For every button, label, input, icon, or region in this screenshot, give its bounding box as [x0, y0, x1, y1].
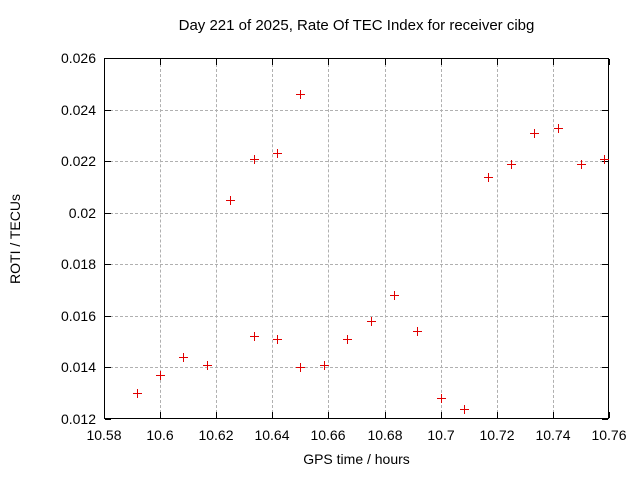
x-tick-mark [497, 412, 498, 418]
y-gridline [105, 367, 608, 368]
x-tick-mark [216, 412, 217, 418]
data-point-marker [437, 394, 446, 403]
x-gridline [160, 59, 161, 418]
x-tick-mark [328, 59, 329, 65]
x-tick-label: 10.64 [254, 427, 290, 443]
x-tick-mark [441, 59, 442, 65]
y-tick-mark [105, 316, 111, 317]
data-point-marker [133, 389, 142, 398]
data-point-marker [320, 361, 329, 370]
y-tick-mark [105, 58, 111, 59]
data-point-marker [179, 353, 188, 362]
data-point-marker [460, 405, 469, 414]
data-point-marker [250, 155, 259, 164]
y-gridline [105, 110, 608, 111]
y-tick-mark [602, 110, 608, 111]
x-tick-mark [553, 59, 554, 65]
x-tick-label: 10.6 [146, 427, 174, 443]
data-point-marker [226, 196, 235, 205]
data-point-marker [507, 160, 516, 169]
y-tick-mark [105, 161, 111, 162]
data-point-marker [600, 155, 609, 164]
y-tick-label: 0.02 [68, 205, 96, 221]
y-tick-mark [105, 213, 111, 214]
x-tick-mark [272, 59, 273, 65]
y-tick-mark [602, 419, 608, 420]
x-tick-label: 10.58 [86, 427, 122, 443]
x-tick-mark [609, 412, 610, 418]
x-axis-label: GPS time / hours [303, 451, 410, 467]
x-tick-mark [272, 412, 273, 418]
x-tick-mark [441, 412, 442, 418]
data-point-marker [273, 335, 282, 344]
x-tick-label: 10.76 [591, 427, 627, 443]
data-point-marker [367, 317, 376, 326]
y-tick-mark [105, 419, 111, 420]
x-gridline [272, 59, 273, 418]
data-point-marker [296, 90, 305, 99]
y-gridline [105, 264, 608, 265]
data-point-marker [554, 124, 563, 133]
y-tick-mark [602, 367, 608, 368]
y-gridline [105, 161, 608, 162]
y-tick-label: 0.018 [60, 256, 96, 272]
data-point-marker [296, 363, 305, 372]
x-gridline [385, 59, 386, 418]
x-tick-label: 10.62 [198, 427, 234, 443]
data-point-marker [390, 291, 399, 300]
plot-area [104, 58, 610, 420]
y-gridline [105, 213, 608, 214]
x-tick-mark [609, 59, 610, 65]
x-tick-label: 10.66 [310, 427, 346, 443]
y-tick-mark [105, 110, 111, 111]
data-point-marker [203, 361, 212, 370]
y-tick-label: 0.024 [60, 102, 96, 118]
y-gridline [105, 316, 608, 317]
x-tick-mark [553, 412, 554, 418]
y-axis-label: ROTI / TECUs [7, 193, 23, 284]
x-tick-mark [497, 59, 498, 65]
x-tick-mark [104, 59, 105, 65]
x-gridline [497, 59, 498, 418]
y-tick-mark [602, 213, 608, 214]
x-tick-mark [160, 59, 161, 65]
data-point-marker [343, 335, 352, 344]
data-point-marker [250, 332, 259, 341]
y-tick-label: 0.022 [60, 153, 96, 169]
data-point-marker [530, 129, 539, 138]
y-tick-label: 0.014 [60, 359, 96, 375]
x-gridline [441, 59, 442, 418]
chart-title: Day 221 of 2025, Rate Of TEC Index for r… [178, 17, 535, 34]
y-tick-mark [105, 264, 111, 265]
x-tick-mark [385, 412, 386, 418]
y-tick-mark [602, 264, 608, 265]
x-tick-label: 10.7 [427, 427, 455, 443]
x-tick-mark [104, 412, 105, 418]
y-tick-mark [602, 316, 608, 317]
data-point-marker [484, 173, 493, 182]
x-tick-label: 10.68 [367, 427, 403, 443]
data-point-marker [577, 160, 586, 169]
y-tick-mark [105, 367, 111, 368]
x-tick-mark [160, 412, 161, 418]
x-gridline [328, 59, 329, 418]
x-tick-mark [385, 59, 386, 65]
x-gridline [216, 59, 217, 418]
y-tick-mark [602, 58, 608, 59]
x-tick-mark [216, 59, 217, 65]
x-tick-mark [328, 412, 329, 418]
data-point-marker [413, 327, 422, 336]
y-tick-label: 0.012 [60, 411, 96, 427]
data-point-marker [273, 149, 282, 158]
y-axis-label-wrap: ROTI / TECUs [2, 58, 28, 419]
x-tick-label: 10.72 [479, 427, 515, 443]
x-tick-label: 10.74 [535, 427, 571, 443]
y-tick-label: 0.016 [60, 308, 96, 324]
x-gridline [553, 59, 554, 418]
data-point-marker [156, 371, 165, 380]
y-tick-label: 0.026 [60, 50, 96, 66]
